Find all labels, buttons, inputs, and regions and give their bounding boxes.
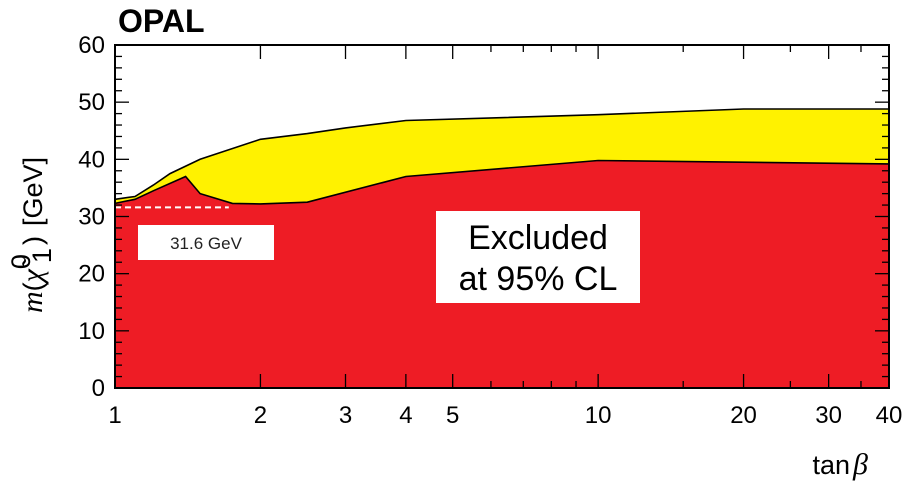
y-axis-title-unit: [GeV] <box>18 157 48 226</box>
y-tick-label: 30 <box>78 204 105 231</box>
x-tick-label: 1 <box>108 402 121 429</box>
y-axis-title-subscript: 1 <box>27 248 57 263</box>
y-tick-label: 20 <box>78 261 105 288</box>
x-tick-label: 40 <box>876 402 903 429</box>
reference-label: 31.6 GeV <box>170 234 242 253</box>
x-tick-label: 30 <box>815 402 842 429</box>
reference-label-box: 31.6 GeV <box>138 225 274 260</box>
x-tick-label: 5 <box>446 402 459 429</box>
excluded-label-line2: at 95% CL <box>459 260 618 298</box>
x-tick-label: 3 <box>339 402 352 429</box>
reference-label-background <box>138 225 274 260</box>
axis-tick-labels: 0 10 20 30 40 50 60 1 2 3 4 5 10 20 30 40 <box>78 32 902 429</box>
excluded-label-line1: Excluded <box>468 219 608 257</box>
y-axis-title-mass: m <box>16 291 49 313</box>
x-axis-title-prefix: tan <box>813 450 851 480</box>
x-axis-title: tan β <box>813 448 869 481</box>
svg-text:m(χ̃01)[GeV]: m(χ̃01)[GeV] <box>6 157 57 313</box>
axis-ticks <box>114 44 890 389</box>
y-tick-label: 40 <box>78 146 105 173</box>
y-axis-title-superscript: 0 <box>6 254 36 269</box>
plot-frame <box>114 44 890 389</box>
x-axis-title-symbol: β <box>852 448 868 481</box>
x-tick-label: 10 <box>585 402 612 429</box>
y-axis-title: m(χ̃01)[GeV] <box>6 157 57 313</box>
experiment-label: OPAL <box>118 3 205 39</box>
x-tick-label: 4 <box>399 402 412 429</box>
boundary-curve-yellow <box>114 108 889 201</box>
y-tick-label: 0 <box>92 375 105 402</box>
y-tick-label: 50 <box>78 89 105 116</box>
excluded-label-background <box>436 211 640 303</box>
y-tick-label: 10 <box>78 318 105 345</box>
y-tick-label: 60 <box>78 32 105 59</box>
boundary-curve-red <box>114 159 890 205</box>
x-tick-label: 2 <box>254 402 267 429</box>
x-tick-label: 20 <box>730 402 757 429</box>
excluded-label-box: Excluded at 95% CL <box>436 211 640 303</box>
